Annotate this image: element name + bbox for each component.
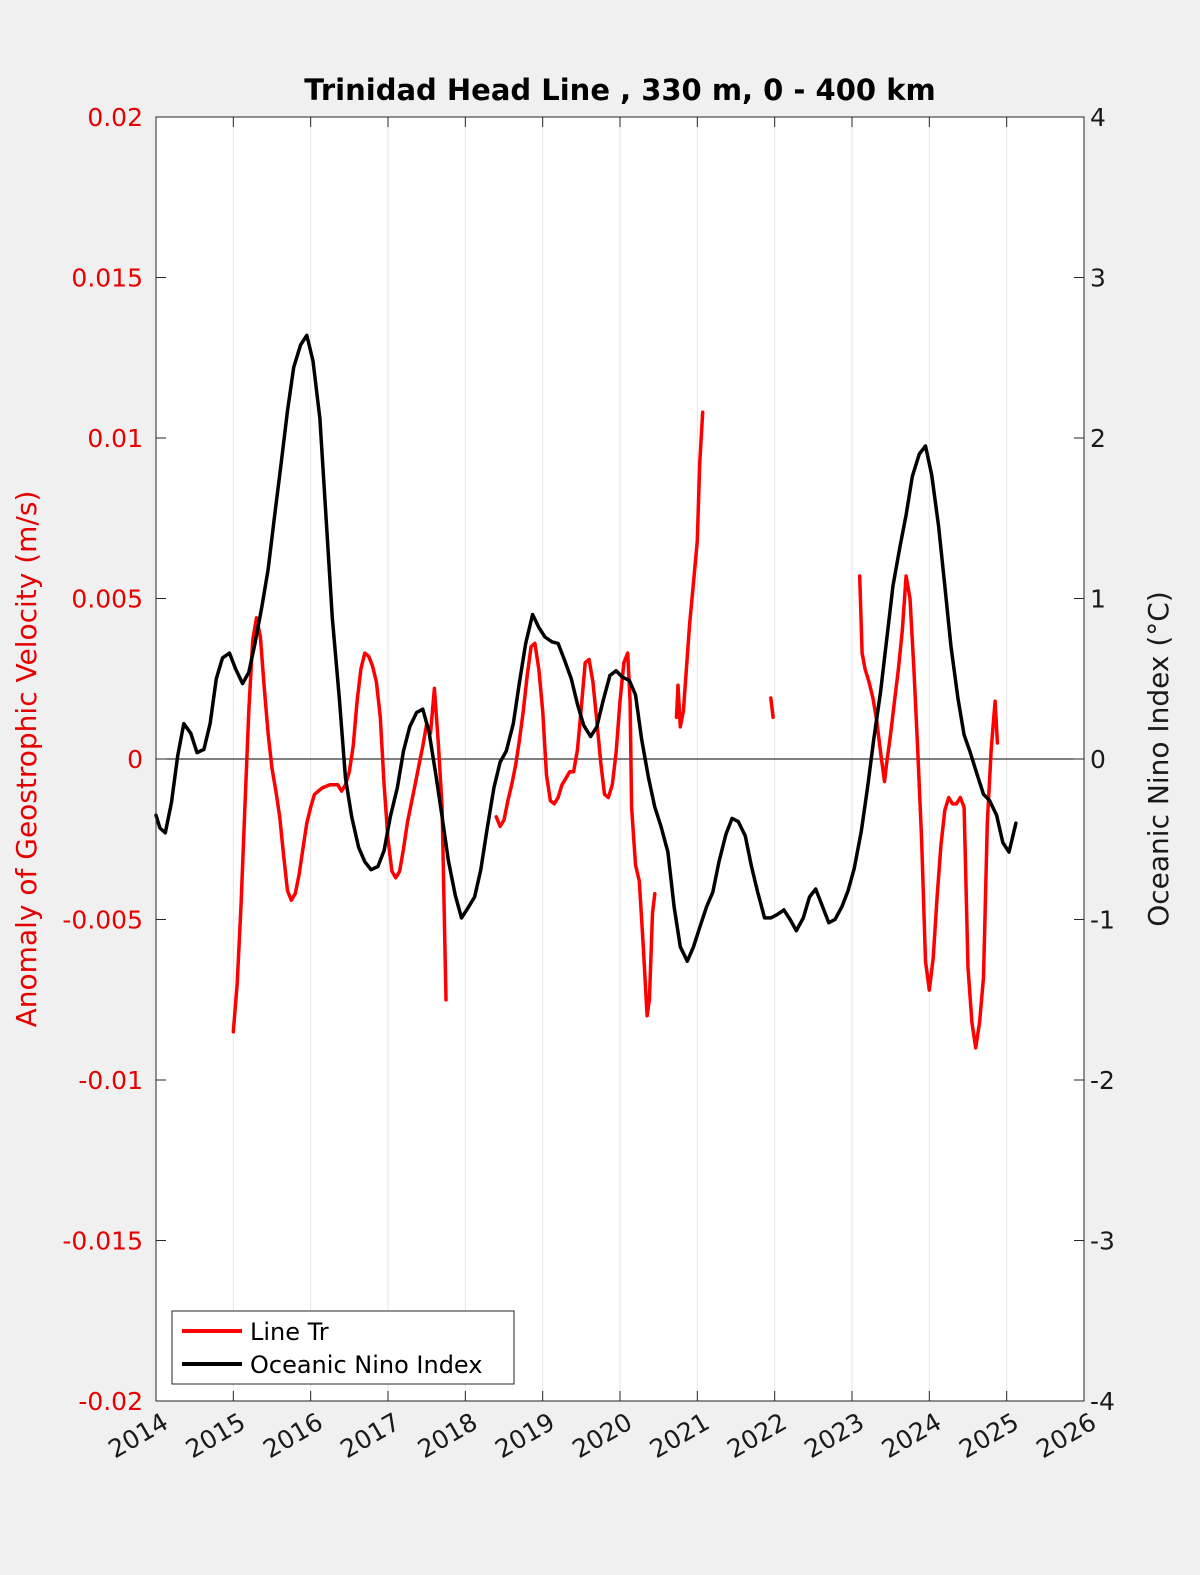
legend-box <box>171 1310 515 1385</box>
y2-tick-label: 3 <box>1090 264 1106 293</box>
y2-tick-label: -2 <box>1090 1066 1115 1095</box>
y-tick-label: -0.015 <box>62 1227 143 1256</box>
y-tick-label: 0.02 <box>87 103 143 132</box>
y-tick-label: -0.005 <box>62 906 143 935</box>
chart-title: Trinidad Head Line , 330 m, 0 - 400 km <box>304 73 935 107</box>
y-axis-label-left: Anomaly of Geostrophic Velocity (m/s) <box>10 491 43 1028</box>
y2-tick-label: 4 <box>1090 103 1106 132</box>
legend-oni-label: Oceanic Nino Index <box>250 1351 482 1379</box>
y2-tick-label: 0 <box>1090 745 1106 774</box>
y-axis-label-right: Oceanic Nino Index (°C) <box>1142 591 1175 927</box>
y-tick-label: 0.005 <box>71 585 143 614</box>
y2-tick-label: 2 <box>1090 424 1106 453</box>
y-tick-label: 0 <box>127 745 143 774</box>
series-line-tr-segment-3 <box>769 696 775 720</box>
legend: Line Tr Oceanic Nino Index <box>171 1310 515 1385</box>
y-tick-label: 0.01 <box>87 424 143 453</box>
legend-line-tr-label: Line Tr <box>250 1318 329 1346</box>
y-tick-label: 0.015 <box>71 264 143 293</box>
y-tick-label: -0.02 <box>78 1387 143 1416</box>
y2-tick-label: 1 <box>1090 585 1106 614</box>
series-line-tr-segment-2 <box>674 410 705 729</box>
series-oni-segment-0 <box>154 333 1018 963</box>
y2-tick-label: -4 <box>1090 1387 1115 1416</box>
series-line-tr-segment-4 <box>857 574 1000 1050</box>
series-line-tr-segment-1 <box>494 641 657 1018</box>
series-lines <box>154 333 1018 1050</box>
y-tick-label: -0.01 <box>78 1066 143 1095</box>
y2-tick-label: -3 <box>1090 1227 1115 1256</box>
y2-tick-label: -1 <box>1090 906 1115 935</box>
